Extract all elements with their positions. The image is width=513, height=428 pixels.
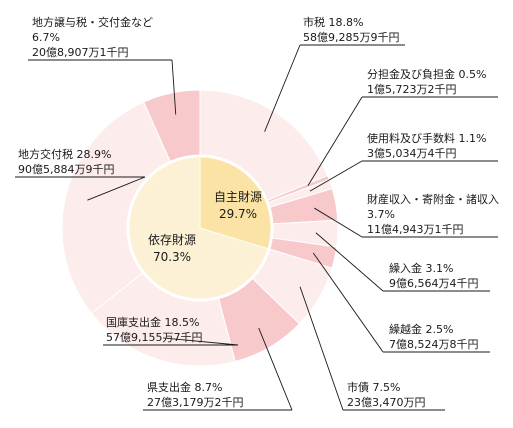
label-text-joyozei: 地方譲与税・交付金など 6.7% 20億8,907万1千円 xyxy=(32,15,153,59)
leader-line-kofuzei xyxy=(87,176,146,201)
label-text-kofuzei: 地方交付税 28.9% 90億5,884万9千円 xyxy=(18,147,115,176)
label-kurikoshi: 繰越金 2.5% 7億8,524万8千円 xyxy=(389,322,479,351)
label-text-zaisan: 財産収入・寄附金・諸収入 3.7% 11億4,943万1千円 xyxy=(367,192,499,236)
label-kokko: 国庫支出金 18.5% 57億9,155万7千円 xyxy=(106,315,203,344)
label-text-buntankin: 分担金及び負担金 0.5% 1億5,723万2千円 xyxy=(367,67,486,96)
label-text-kenshishutsu: 県支出金 8.7% 27億3,179万2千円 xyxy=(147,380,244,409)
leader-lines xyxy=(15,44,498,411)
label-kurirekin: 繰入金 3.1% 9億6,564万4千円 xyxy=(389,261,479,290)
leader-line-kurirekin xyxy=(315,232,384,292)
inner-label-jishu: 自主財源 29.7% xyxy=(214,189,262,221)
label-text-shiyoryo: 使用料及び手数料 1.1% 3億5,034万4千円 xyxy=(367,131,486,160)
label-zaisan: 財産収入・寄附金・諸収入 3.7% 11億4,943万1千円 xyxy=(367,192,499,236)
label-shiyoryo: 使用料及び手数料 1.1% 3億5,034万4千円 xyxy=(367,131,486,160)
label-joyozei: 地方譲与税・交付金など 6.7% 20億8,907万1千円 xyxy=(32,15,153,59)
leader-line-zaisan xyxy=(314,207,363,238)
label-text-kurikoshi: 繰越金 2.5% 7億8,524万8千円 xyxy=(389,322,479,351)
label-text-shizei: 市税 18.8% 58億9,285万9千円 xyxy=(303,15,400,44)
label-text-kurirekin: 繰入金 3.1% 9億6,564万4千円 xyxy=(389,261,479,290)
inner-label-izon: 依存財源 70.3% xyxy=(148,232,196,264)
leader-line-shizei xyxy=(264,44,301,132)
label-buntankin: 分担金及び負担金 0.5% 1億5,723万2千円 xyxy=(367,67,486,96)
label-shizei: 市税 18.8% 58億9,285万9千円 xyxy=(303,15,400,44)
inner-slice-jishu xyxy=(199,156,272,250)
label-kenshishutsu: 県支出金 8.7% 27億3,179万2千円 xyxy=(147,380,244,409)
leader-line-kenshishutsu xyxy=(258,327,293,411)
leader-line-buntankin xyxy=(307,96,363,186)
label-text-shisai: 市債 7.5% 23億3,470万円 xyxy=(347,380,426,409)
inner-pie xyxy=(128,156,272,300)
inner-slice-izon xyxy=(128,156,269,300)
inner-labels: 自主財源 29.7% 依存財源 70.3% xyxy=(148,189,262,264)
leader-line-shisai xyxy=(299,286,344,411)
leader-line-joyozei xyxy=(171,59,177,115)
leader-line-kokko xyxy=(163,337,239,346)
leader-line-shiyoryo xyxy=(309,160,363,192)
leader-line-kurikoshi xyxy=(312,252,384,353)
label-text-kokko: 国庫支出金 18.5% 57億9,155万7千円 xyxy=(106,315,203,344)
label-shisai: 市債 7.5% 23億3,470万円 xyxy=(347,380,426,409)
label-kofuzei: 地方交付税 28.9% 90億5,884万9千円 xyxy=(18,147,115,176)
